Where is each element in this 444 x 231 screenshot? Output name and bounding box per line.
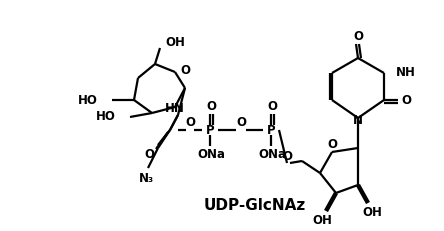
Text: HN: HN xyxy=(165,101,185,115)
Text: O: O xyxy=(144,149,154,161)
Text: O: O xyxy=(282,149,292,162)
Text: HO: HO xyxy=(78,94,98,106)
Text: OH: OH xyxy=(165,36,185,49)
Text: O: O xyxy=(236,116,246,128)
Text: HO: HO xyxy=(96,110,116,124)
Text: N: N xyxy=(353,115,363,128)
Text: OH: OH xyxy=(312,213,332,227)
Text: NH: NH xyxy=(396,66,416,79)
Text: OH: OH xyxy=(362,206,382,219)
Text: O: O xyxy=(267,100,277,113)
Text: ONa: ONa xyxy=(258,149,286,161)
Text: O: O xyxy=(401,94,411,107)
Text: UDP-GlcNAz: UDP-GlcNAz xyxy=(204,198,306,213)
Text: O: O xyxy=(353,30,363,43)
Text: O: O xyxy=(185,116,195,128)
Text: O: O xyxy=(180,64,190,77)
Text: O: O xyxy=(327,137,337,151)
Text: P: P xyxy=(206,124,214,137)
Text: P: P xyxy=(267,124,275,137)
Text: N₃: N₃ xyxy=(139,171,154,185)
Text: ONa: ONa xyxy=(197,149,225,161)
Text: O: O xyxy=(206,100,216,113)
